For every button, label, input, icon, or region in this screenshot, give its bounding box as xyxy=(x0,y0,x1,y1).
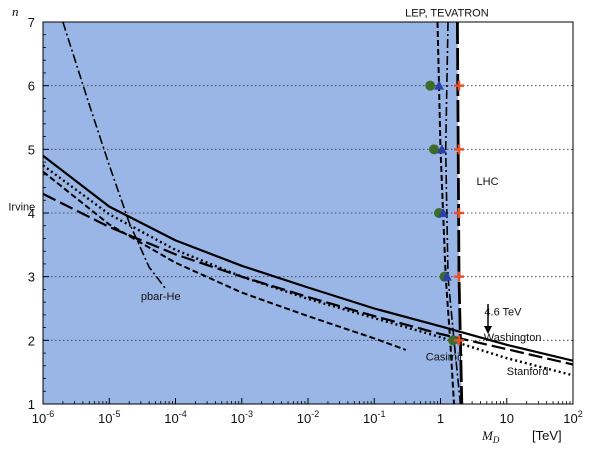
triangle-marker xyxy=(441,271,452,281)
triangle-marker xyxy=(438,208,449,217)
annotation-layer: LEP, TEVATRON LHC Irvine pbar-He Casimir Stan… xyxy=(8,7,548,377)
y-axis-title: n xyxy=(12,4,19,19)
svg-text:MD: MD xyxy=(481,428,500,445)
circle-marker xyxy=(429,144,440,155)
x-tick-label: 102 xyxy=(563,409,582,426)
y-tick-label: 3 xyxy=(28,270,35,285)
arrow-4-6-tev xyxy=(484,304,492,334)
y-tick-label: 7 xyxy=(28,15,35,30)
svg-text:[TeV]: [TeV] xyxy=(532,428,562,443)
label-washington: Washington xyxy=(484,332,542,344)
label-casimir: Casimir xyxy=(426,351,464,363)
series-line-1 xyxy=(43,154,573,362)
series-line-4 xyxy=(43,170,407,351)
cross-marker xyxy=(453,271,464,282)
circle-marker xyxy=(425,80,436,91)
label-pbar-he: pbar-He xyxy=(141,291,181,303)
label-lhc: LHC xyxy=(477,176,499,188)
triangle-marker xyxy=(434,80,445,90)
y-tick-label: 6 xyxy=(28,79,35,94)
cross-marker xyxy=(453,144,464,155)
cross-marker xyxy=(453,208,464,218)
x-tick-label: 10-6 xyxy=(32,409,54,426)
y-ticks: 1 2 3 4 5 6 7 xyxy=(28,15,49,412)
triangle-marker xyxy=(436,144,447,154)
label-stanford: Stanford xyxy=(507,366,549,378)
label-irvine: Irvine xyxy=(8,202,35,214)
x-tick-label: 10 xyxy=(500,411,514,426)
x-tick-label: 10-2 xyxy=(297,409,319,426)
x-ticks: 10-6 10-5 10-4 10-3 10-2 10-1 1 10 102 xyxy=(32,398,583,426)
x-tick-label: 10-3 xyxy=(231,409,253,426)
x-tick-label: 10-5 xyxy=(98,409,120,426)
y-tick-label: 4 xyxy=(28,206,35,221)
label-4-6-tev: 4.6 TeV xyxy=(484,307,522,319)
y-tick-label: 1 xyxy=(28,397,35,412)
cross-marker xyxy=(453,335,464,346)
x-axis-title: MD [TeV] xyxy=(481,428,562,445)
x-tick-label: 10-4 xyxy=(164,409,186,426)
y-tick-label: 2 xyxy=(28,333,35,348)
x-tick-label: 1 xyxy=(437,411,444,426)
gridlines xyxy=(43,85,573,341)
cross-marker xyxy=(453,80,464,91)
x-tick-label: 10-1 xyxy=(363,409,385,426)
marker-layer xyxy=(425,80,464,346)
y-tick-label: 5 xyxy=(28,142,35,157)
circle-marker xyxy=(448,335,459,346)
label-lep-tevatron: LEP, TEVATRON xyxy=(405,7,489,19)
series-line-5 xyxy=(62,22,166,289)
